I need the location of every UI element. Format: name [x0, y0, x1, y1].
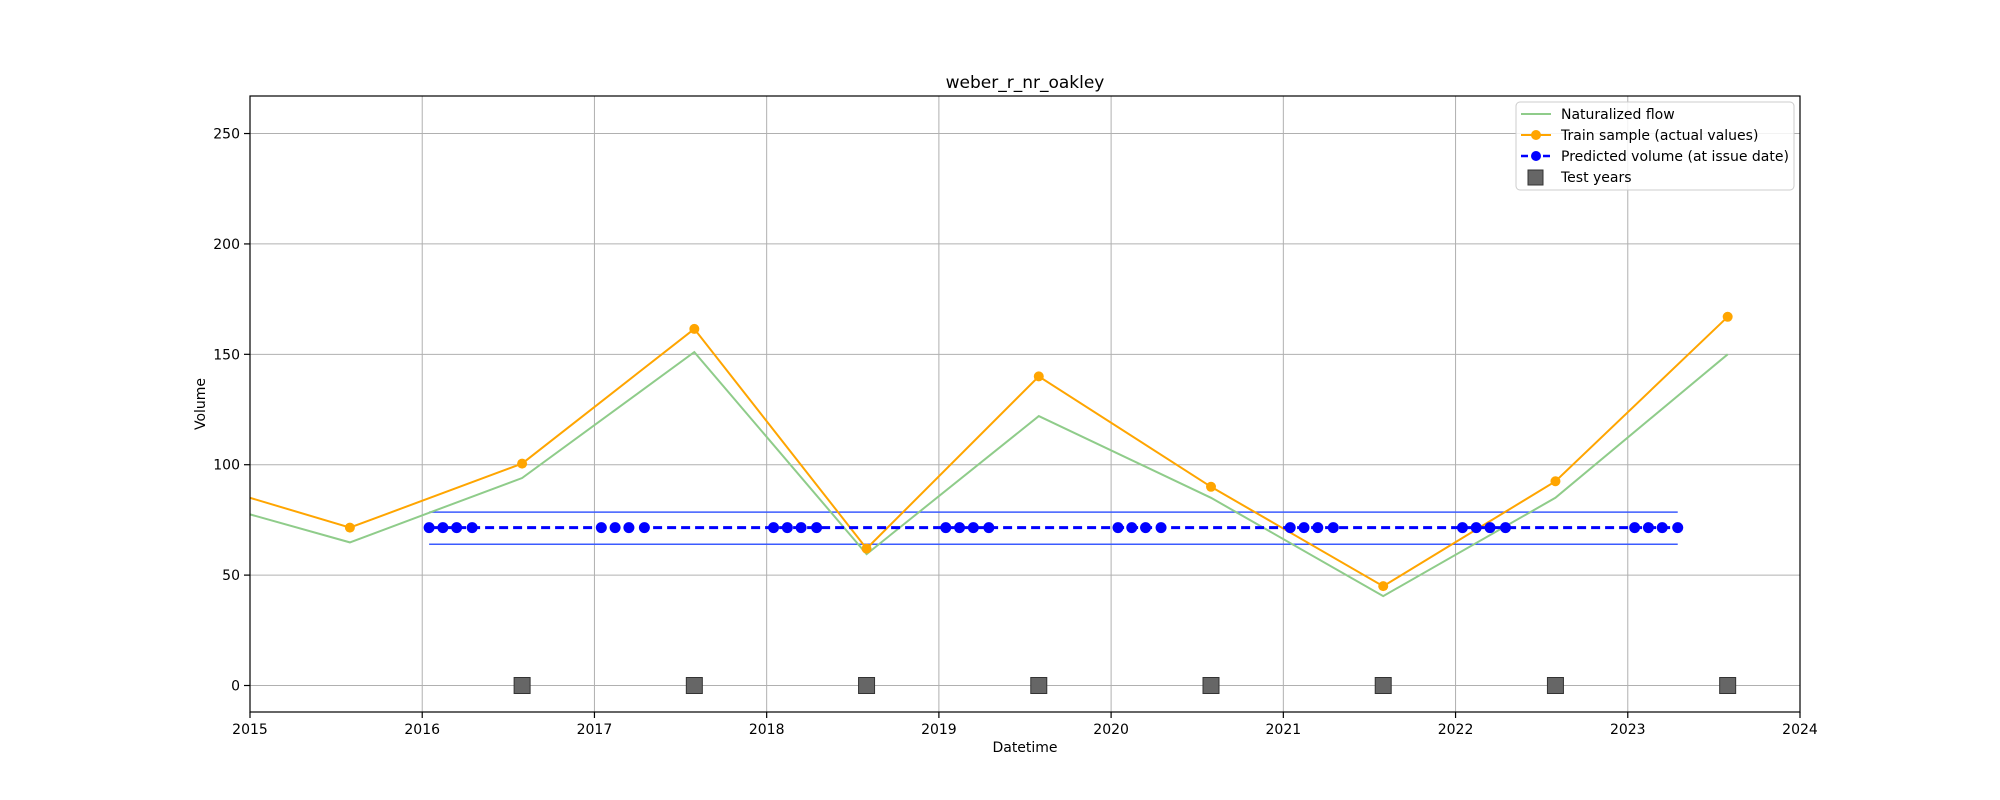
predicted-volume-point: [954, 522, 966, 534]
plot-frame: [249, 95, 1801, 713]
predicted-volume-point: [1112, 522, 1124, 534]
legend-label-test: Test years: [1560, 170, 1632, 186]
predicted-volume-point: [795, 522, 807, 534]
y-tick-label: 200: [213, 237, 240, 253]
axis-ticks: 2015 2016 2017 2018 2019 2020 2021 2022 2023 2024…: [213, 127, 1818, 738]
chart-title: weber_r_nr_oakley: [946, 73, 1105, 93]
y-tick-label: 50: [222, 568, 240, 584]
predicted-volume-point: [1140, 522, 1152, 534]
test-year-marker: [1374, 677, 1392, 695]
test-year-marker: [685, 677, 703, 695]
train-sample-point: [1206, 481, 1216, 492]
predicted-volume-point: [768, 522, 780, 534]
train-sample-point: [344, 522, 355, 533]
x-tick-label: 2015: [232, 722, 268, 738]
x-tick-label: 2021: [1266, 722, 1302, 738]
y-tick-label: 150: [213, 347, 240, 363]
y-tick-label: 100: [213, 458, 240, 474]
x-tick-label: 2020: [1093, 722, 1129, 738]
train-sample-point: [517, 458, 528, 469]
predicted-volume-point: [451, 522, 463, 534]
predicted-volume-point: [638, 522, 650, 534]
legend-swatch-test: [1527, 169, 1544, 186]
predicted-volume-point: [1484, 522, 1496, 534]
predicted-volume-point: [609, 522, 621, 534]
legend-box: [1515, 101, 1795, 191]
predicted-volume-point: [1500, 522, 1511, 534]
predicted-volume-point: [595, 522, 607, 534]
y-tick-label: 250: [213, 127, 240, 143]
predicted-volume-point: [1629, 522, 1641, 534]
predicted-volume-point: [466, 522, 478, 534]
x-tick-label: 2017: [577, 722, 613, 738]
x-axis-label: Datetime: [992, 740, 1057, 756]
test-year-marker: [1719, 677, 1737, 695]
grid: [249, 96, 1801, 712]
test-year-marker: [1546, 677, 1564, 695]
legend-label-naturalized: Naturalized flow: [1561, 107, 1675, 123]
x-tick-label: 2023: [1610, 722, 1646, 738]
predicted-volume-point: [1672, 522, 1684, 534]
x-tick-label: 2019: [921, 722, 957, 738]
train-sample-point: [1378, 581, 1389, 592]
train-sample-point: [1722, 311, 1733, 322]
predicted-volume-point: [1642, 522, 1654, 534]
naturalized-flow-line: [249, 350, 1729, 598]
predicted-volume-point: [1126, 522, 1138, 534]
predicted-volume-point: [1470, 522, 1482, 534]
test-year-marker: [858, 677, 876, 695]
predicted-volume-point: [623, 522, 635, 534]
prediction-band: [429, 511, 1678, 545]
y-tick-label: 0: [231, 679, 240, 695]
test-year-marker: [513, 677, 531, 695]
predicted-volume-point: [1327, 522, 1339, 534]
predicted-volume-point: [967, 522, 979, 534]
legend-label-train: Train sample (actual values): [1560, 128, 1758, 144]
x-tick-label: 2018: [749, 722, 785, 738]
series-layer: [249, 311, 1737, 695]
train-sample-line: [249, 316, 1729, 588]
predicted-volume-point: [983, 522, 995, 534]
legend: Naturalized flow Train sample (actual va…: [1515, 101, 1795, 191]
train-sample-point: [861, 543, 872, 554]
predicted-volume-point: [1155, 522, 1167, 534]
predicted-volume-point: [1284, 522, 1296, 534]
predicted-volume-point: [1312, 522, 1324, 534]
train-sample-point: [1550, 476, 1561, 487]
x-tick-label: 2022: [1438, 722, 1474, 738]
legend-swatch-train-marker: [1531, 130, 1541, 140]
predicted-volume-point: [423, 522, 435, 534]
predicted-volume-point: [437, 522, 449, 534]
test-year-marker: [1030, 677, 1048, 695]
predicted-volume-point: [811, 522, 823, 534]
predicted-volume-point: [940, 522, 952, 534]
y-axis-label: Volume: [193, 378, 209, 430]
train-sample-point: [689, 323, 700, 334]
legend-label-predicted: Predicted volume (at issue date): [1561, 149, 1789, 165]
legend-swatch-predicted-marker: [1531, 151, 1541, 161]
predicted-volume-point: [1656, 522, 1668, 534]
x-tick-label: 2016: [404, 722, 440, 738]
predicted-volume-point: [1298, 522, 1310, 534]
train-sample-point: [1033, 371, 1044, 382]
test-year-marker: [1202, 677, 1220, 695]
x-tick-label: 2024: [1782, 722, 1818, 738]
predicted-volume-point: [1456, 522, 1468, 534]
predicted-volume-point: [781, 522, 793, 534]
